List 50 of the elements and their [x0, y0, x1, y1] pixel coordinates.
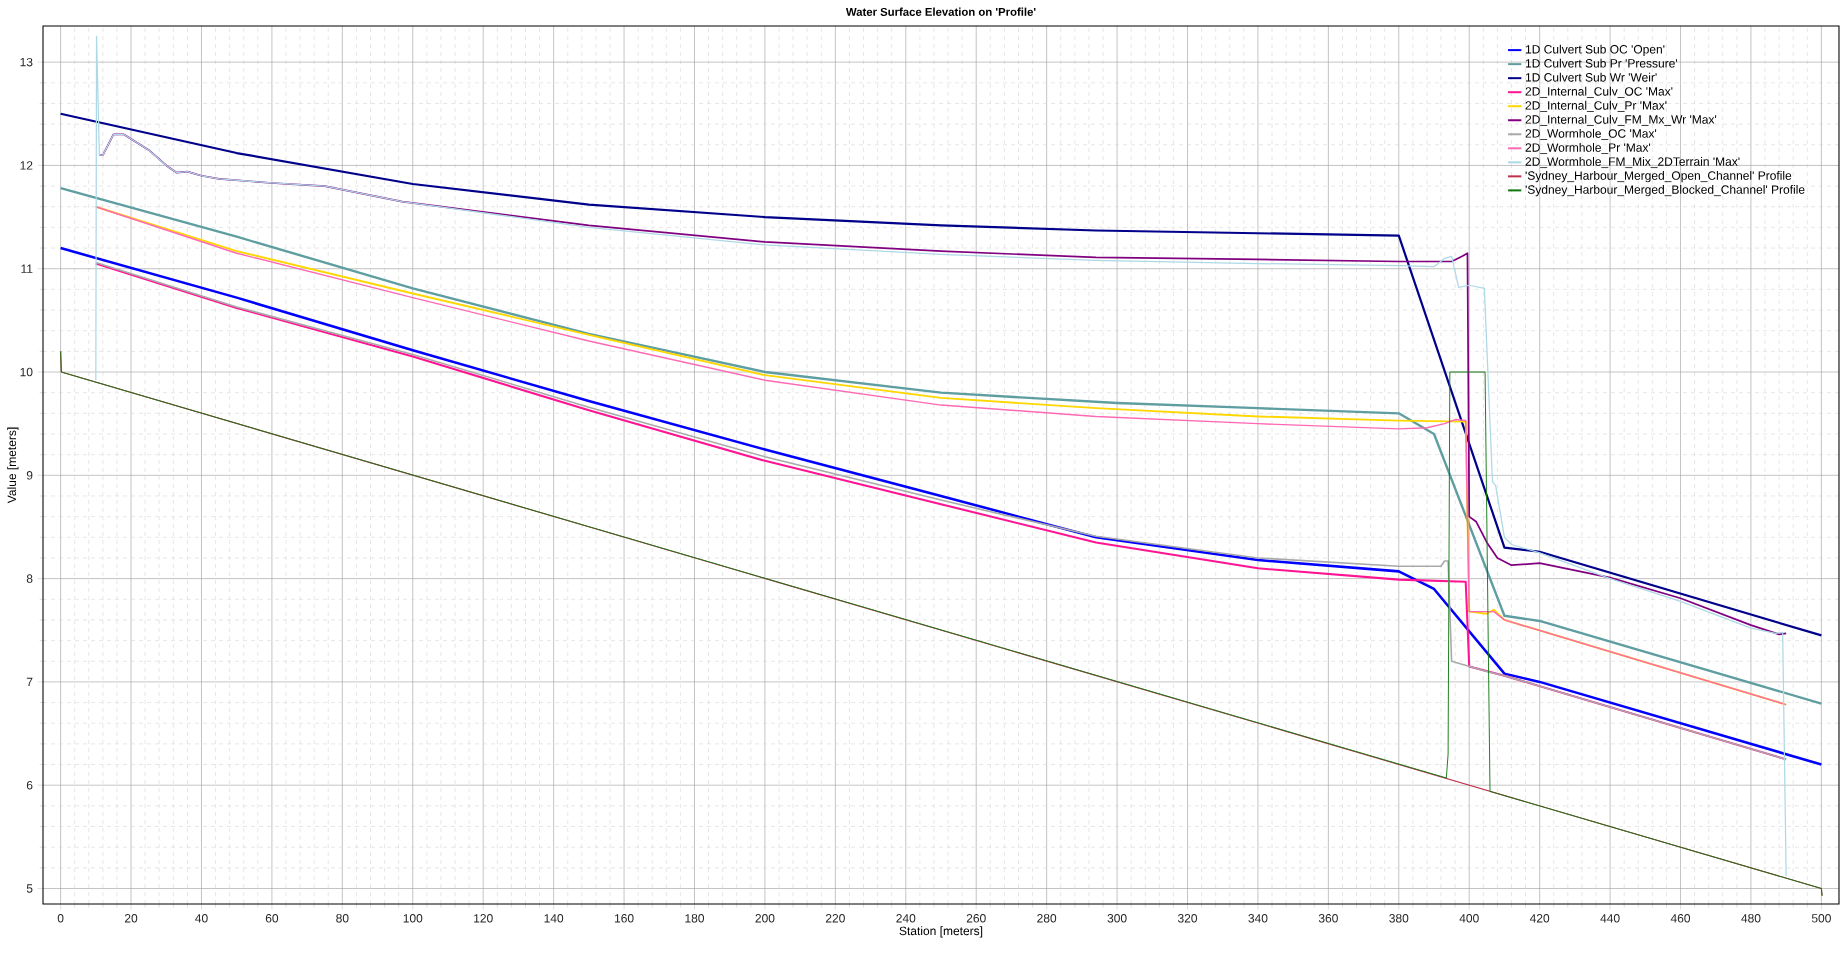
x-tick-label: 380 — [1389, 914, 1409, 923]
x-tick-label: 200 — [755, 914, 775, 923]
x-tick-label: 20 — [124, 914, 138, 923]
y-tick-label: 12 — [20, 161, 33, 170]
x-tick-label: 0 — [57, 914, 64, 923]
y-tick-label: 8 — [26, 574, 33, 583]
x-tick-label: 480 — [1741, 914, 1761, 923]
x-tick-label: 180 — [685, 914, 705, 923]
y-tick-label: 5 — [26, 884, 33, 893]
y-tick-label: 11 — [21, 264, 33, 273]
legend-label: 2D_Wormhole_Pr 'Max' — [1525, 142, 1651, 155]
y-tick-label: 10 — [20, 367, 33, 377]
legend-label: 2D_Wormhole_OC 'Max' — [1525, 128, 1657, 141]
x-tick-label: 100 — [403, 914, 423, 923]
y-tick-label: 6 — [26, 780, 33, 790]
x-tick-label: 400 — [1459, 914, 1479, 923]
chart-title: Water Surface Elevation on 'Profile' — [845, 7, 1036, 16]
x-tick-label: 460 — [1670, 914, 1691, 923]
x-tick-label: 340 — [1248, 914, 1268, 923]
legend-label: 2D_Wormhole_FM_Mix_2DTerrain 'Max' — [1525, 156, 1740, 169]
x-tick-label: 440 — [1600, 914, 1620, 923]
y-axis-title: Value [meters] — [7, 427, 19, 504]
x-tick-label: 160 — [614, 914, 634, 923]
legend-label: 2D_Internal_Culv_OC 'Max' — [1525, 86, 1673, 98]
x-tick-label: 140 — [544, 914, 564, 923]
legend-label: 2D_Internal_Culv_Pr 'Max' — [1525, 100, 1667, 112]
legend-label: 1D Culvert Sub Pr 'Pressure' — [1525, 58, 1678, 68]
x-tick-label: 120 — [474, 914, 493, 923]
x-tick-label: 300 — [1107, 914, 1127, 923]
legend-label: 1D Culvert Sub Wr 'Weir' — [1525, 72, 1657, 82]
y-tick-label: 9 — [26, 471, 33, 480]
x-tick-label: 500 — [1811, 914, 1831, 923]
x-tick-label: 60 — [265, 914, 279, 923]
x-tick-label: 80 — [336, 914, 349, 923]
legend-label: 'Sydney_Harbour_Merged_Open_Channel' Profile — [1525, 171, 1792, 183]
x-tick-label: 280 — [1037, 914, 1057, 923]
y-tick-label: 7 — [26, 677, 33, 687]
legend-label: 2D_Internal_Culv_FM_Mx_Wr 'Max' — [1525, 114, 1717, 126]
x-tick-label: 40 — [195, 914, 208, 923]
x-tick-label: 220 — [825, 914, 845, 923]
line-series — [60, 350, 1823, 897]
x-tick-label: 360 — [1318, 914, 1338, 923]
x-tick-label: 260 — [966, 914, 986, 923]
x-tick-label: 240 — [896, 914, 916, 923]
x-tick-label: 420 — [1529, 914, 1550, 923]
x-tick-label: 320 — [1177, 914, 1198, 923]
legend-label: 1D Culvert Sub OC 'Open' — [1525, 44, 1665, 56]
x-axis-title: Station [meters] — [899, 926, 983, 938]
legend-label: 'Sydney_Harbour_Merged_Blocked_Channel' Profile — [1525, 185, 1805, 197]
y-tick-label: 13 — [20, 57, 33, 67]
